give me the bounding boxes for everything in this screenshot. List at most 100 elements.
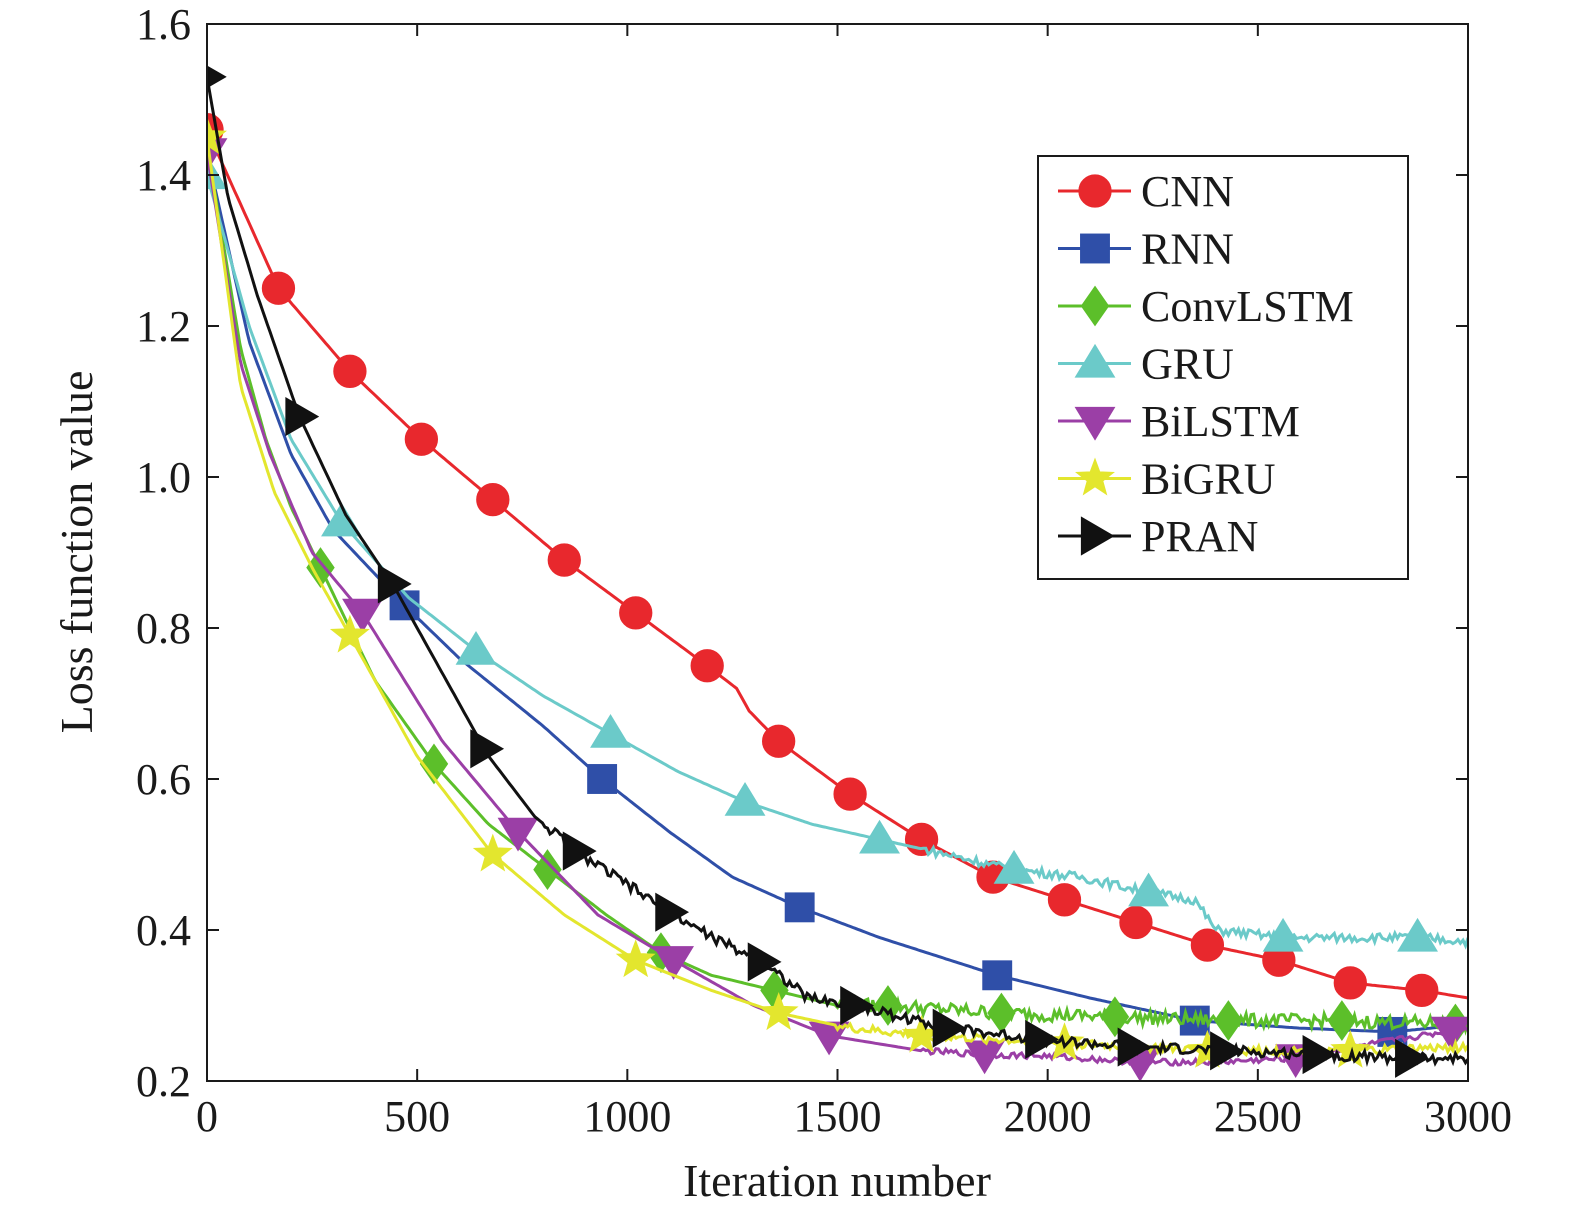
x-tick-label: 0 (196, 1092, 218, 1141)
marker-convlstm (533, 849, 562, 891)
x-tick-label: 500 (384, 1092, 450, 1141)
marker-convlstm (306, 547, 335, 589)
marker-bilstm (653, 946, 695, 980)
marker-bilstm (808, 1021, 850, 1056)
y-tick-label: 0.8 (136, 604, 191, 653)
legend-label: CNN (1141, 167, 1234, 216)
marker-pran (285, 397, 320, 437)
marker-pran (1025, 1019, 1059, 1060)
marker-cnn (762, 724, 796, 758)
marker-bigru (615, 939, 656, 978)
legend-entry-gru: GRU (1058, 340, 1234, 389)
marker-rnn (982, 960, 1013, 991)
legend-entry-rnn: RNN (1058, 225, 1234, 274)
marker-pran (562, 831, 597, 871)
marker-gru (321, 502, 362, 537)
legend-label: BiGRU (1141, 455, 1275, 504)
marker-cnn (333, 354, 367, 388)
marker-bilstm (1430, 1016, 1468, 1051)
marker-pran (747, 942, 782, 982)
marker-pran (207, 65, 227, 89)
marker-cnn (476, 483, 510, 517)
marker-gru (859, 819, 900, 854)
marker-pran (932, 1008, 967, 1048)
legend-marker (1080, 516, 1115, 556)
marker-cnn (547, 543, 581, 577)
legend-marker (1074, 406, 1116, 441)
marker-gru (1397, 917, 1438, 952)
series-line-gru (207, 174, 1468, 950)
marker-bigru (758, 992, 799, 1031)
legend-label: ConvLSTM (1141, 282, 1354, 331)
marker-cnn (404, 422, 439, 456)
legend-label: PRAN (1141, 512, 1258, 561)
marker-bigru (472, 833, 513, 872)
marker-gru (590, 714, 631, 748)
marker-bilstm (342, 598, 383, 633)
marker-cnn (690, 649, 724, 683)
marker-cnn (619, 596, 653, 630)
x-axis-label: Iteration number (683, 1155, 991, 1206)
legend-entry-bigru: BiGRU (1058, 455, 1275, 504)
marker-convlstm (987, 992, 1016, 1034)
marker-pran (1395, 1038, 1429, 1078)
legend-entry-pran: PRAN (1058, 512, 1258, 561)
series-line-pran (207, 76, 1468, 1067)
marker-convlstm (873, 985, 903, 1026)
x-tick-label: 2000 (1004, 1092, 1092, 1141)
x-tick-label: 2500 (1214, 1092, 1302, 1141)
legend-marker (1078, 174, 1112, 208)
marker-convlstm (1100, 996, 1130, 1038)
series-line-bigru (207, 137, 1468, 1059)
y-tick-label: 0.4 (136, 906, 191, 955)
y-axis-label: Loss function value (51, 371, 102, 734)
marker-bigru (329, 614, 370, 653)
legend-marker (1080, 285, 1110, 327)
marker-cnn (1119, 905, 1153, 940)
marker-rnn (784, 892, 815, 923)
x-tick-label: 1000 (583, 1092, 671, 1141)
y-tick-label: 0.2 (136, 1057, 191, 1106)
y-tick-label: 0.6 (136, 755, 191, 804)
marker-convlstm (419, 743, 449, 785)
marker-gru (993, 849, 1035, 884)
y-tick-label: 1.4 (136, 151, 191, 200)
y-tick-label: 1.6 (136, 0, 191, 49)
marker-pran (840, 985, 875, 1026)
series-pran (207, 65, 1468, 1078)
legend-marker (1074, 343, 1116, 378)
x-tick-label: 1500 (794, 1092, 882, 1141)
marker-cnn (1405, 973, 1439, 1008)
marker-gru (455, 630, 497, 665)
y-tick-label: 1.2 (136, 302, 191, 351)
marker-cnn (261, 271, 296, 305)
marker-gru (1262, 917, 1304, 952)
marker-bigru (1330, 1029, 1371, 1068)
marker-rnn (587, 764, 618, 794)
legend-entry-convlstm: ConvLSTM (1058, 282, 1354, 331)
marker-pran (1210, 1031, 1244, 1071)
marker-gru (1128, 872, 1169, 907)
legend-label: RNN (1141, 225, 1234, 274)
legend-entry-cnn: CNN (1058, 167, 1234, 216)
legend: CNN RNN ConvLSTM GRU BiLSTM BiGRU PRAN (1037, 155, 1409, 580)
marker-pran (1302, 1035, 1337, 1075)
marker-convlstm (1214, 1000, 1243, 1042)
legend-label: BiLSTM (1141, 397, 1300, 446)
marker-cnn (833, 777, 867, 811)
legend-marker (1080, 233, 1110, 264)
series-layer (207, 65, 1468, 1081)
marker-cnn (1333, 966, 1367, 1000)
x-tick-label: 3000 (1424, 1092, 1512, 1141)
marker-pran (1117, 1027, 1152, 1067)
marker-pran (655, 892, 690, 932)
legend-label: GRU (1141, 340, 1234, 389)
ticks-layer: 0 500 1000 1500 2000 2500 3000 0.2 0.4 0.6 0.8 1.0 1… (136, 0, 1512, 1141)
marker-gru (724, 781, 766, 816)
marker-convlstm (1327, 1000, 1357, 1042)
marker-pran (377, 564, 412, 604)
legend-marker (1075, 457, 1115, 496)
marker-cnn (1047, 883, 1082, 917)
series-cnn (207, 113, 1468, 1008)
